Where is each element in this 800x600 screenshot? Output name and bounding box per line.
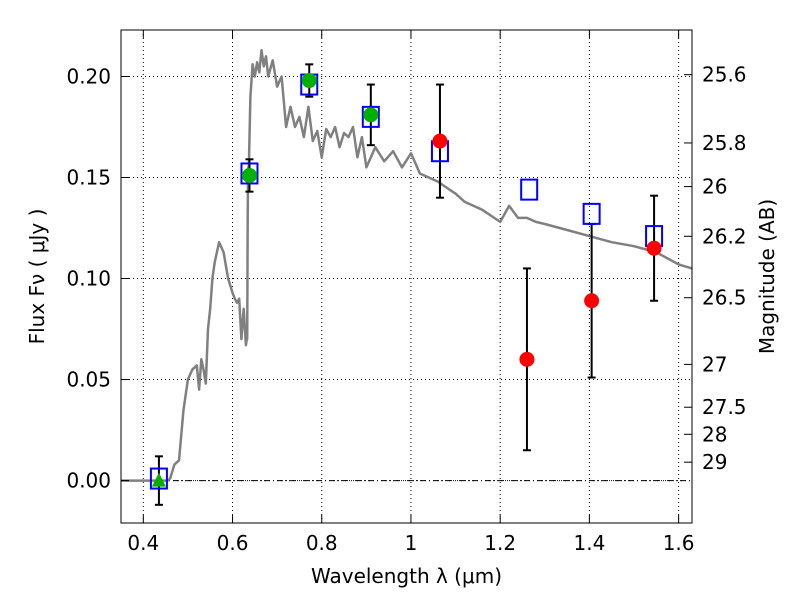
y2-tick-label: 26.5 [702,286,747,310]
plot-frame [120,29,693,524]
x-tick-label: 1.4 [573,531,605,555]
y2-tick-label: 26.2 [702,224,747,248]
y2-axis-title: Magnitude (AB) [755,199,779,354]
tick-labels: 0.4 0.6 0.8 1 1.2 1.4 1.6 0.00 0.05 0.10 0.15 0.20 2… [66,63,746,555]
x-axis-title: Wavelength λ (μm) [311,564,502,588]
y2-tick-label: 25.8 [702,131,747,155]
x-tick-label: 0.6 [217,531,249,555]
y2-tick-label: 26 [702,175,727,199]
red-data-point [432,133,448,149]
green-data-point [301,73,317,89]
data-markers [149,73,664,490]
y2-tick-label: 27.5 [702,395,747,419]
grid-lines [121,30,692,523]
y2-tick-label: 28 [702,422,727,446]
y-tick-label: 0.10 [66,267,111,291]
model-flux-square [582,202,601,225]
y-axis-title: Flux Fν ( μJy ) [25,209,49,345]
red-data-point [584,293,600,309]
y2-tick-label: 27 [702,352,727,376]
x-tick-label: 1 [405,531,418,555]
green-triangle-point [151,472,166,487]
model-spectrum [121,48,693,482]
y-tick-label: 0.20 [66,64,111,88]
y2-tick-label: 25.6 [702,63,747,87]
y-tick-label: 0.00 [66,469,111,493]
model-flux-square [520,178,539,201]
y-tick-label: 0.05 [66,368,111,392]
x-tick-label: 0.4 [127,531,159,555]
axis-ticks [121,30,692,523]
y2-tick-label: 29 [702,450,727,474]
model-flux-square [149,467,168,490]
y-tick-label: 0.15 [66,165,111,189]
model-spectrum-line [121,48,693,482]
model-flux-square [361,105,380,128]
x-tick-label: 1.6 [663,531,695,555]
x-tick-label: 0.8 [306,531,338,555]
red-data-point [646,240,662,256]
x-tick-label: 1.2 [484,531,516,555]
green-data-point [363,107,379,123]
green-data-point [241,167,257,183]
model-flux-square [240,162,259,185]
red-data-point [519,351,535,367]
